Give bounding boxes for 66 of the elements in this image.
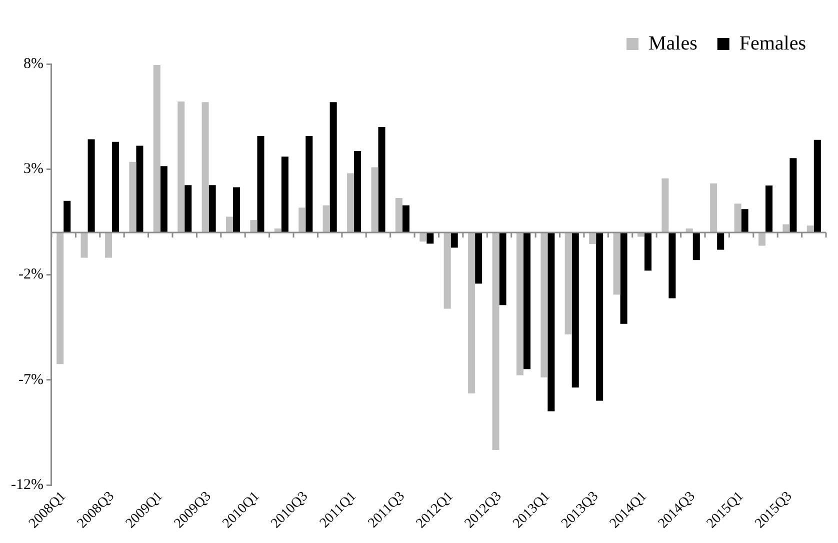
bar [153, 65, 160, 232]
bar [644, 232, 652, 271]
bar [516, 232, 524, 376]
bar [112, 142, 120, 232]
bar [499, 232, 506, 306]
bar [347, 173, 354, 232]
bar [298, 208, 306, 232]
y-tick-label: 3% [23, 161, 44, 178]
bar [322, 205, 330, 232]
y-tick-label: 8% [23, 56, 44, 72]
bar [589, 232, 596, 244]
bar [281, 156, 288, 232]
bar [250, 220, 258, 232]
bar [620, 232, 628, 324]
bar [475, 232, 482, 284]
bar [564, 232, 572, 334]
bar [306, 136, 313, 232]
bar [129, 162, 136, 232]
bar [233, 187, 240, 232]
bar [371, 167, 378, 232]
bar [492, 232, 500, 450]
bar [790, 158, 797, 232]
bar [56, 232, 64, 364]
bar [257, 136, 264, 232]
bar [662, 178, 669, 232]
legend-label: Males [648, 32, 698, 54]
bar [378, 126, 386, 232]
bar [765, 186, 773, 232]
bar [184, 185, 192, 232]
bar [64, 200, 71, 232]
bar [450, 232, 458, 248]
bar [668, 232, 676, 298]
bar [354, 150, 362, 232]
bar [202, 102, 209, 232]
bar [88, 139, 95, 232]
bar [572, 232, 579, 388]
bar [136, 146, 144, 232]
y-tick-label: -2% [18, 266, 44, 283]
bar [80, 232, 88, 258]
bar [208, 185, 216, 232]
bar [444, 232, 451, 309]
y-tick-label: -7% [18, 372, 44, 388]
bar [758, 232, 766, 246]
bar [178, 101, 185, 232]
bar [814, 140, 821, 232]
bar [395, 198, 402, 232]
bar [717, 232, 724, 250]
bar [692, 232, 700, 260]
y-tick-label: -12% [10, 477, 44, 494]
bar [426, 232, 434, 244]
bar [540, 232, 548, 378]
bar [104, 232, 112, 258]
bar [226, 216, 234, 232]
bar [330, 102, 337, 232]
legend-label: Females [739, 32, 806, 54]
bar [402, 205, 410, 232]
bar [613, 232, 620, 295]
bar [596, 232, 604, 401]
bar [710, 183, 718, 232]
bar [741, 209, 748, 232]
bar [160, 166, 168, 232]
bar [420, 232, 427, 242]
bar [734, 204, 742, 232]
bar [468, 232, 476, 394]
bar [548, 232, 555, 412]
bar [523, 232, 530, 370]
